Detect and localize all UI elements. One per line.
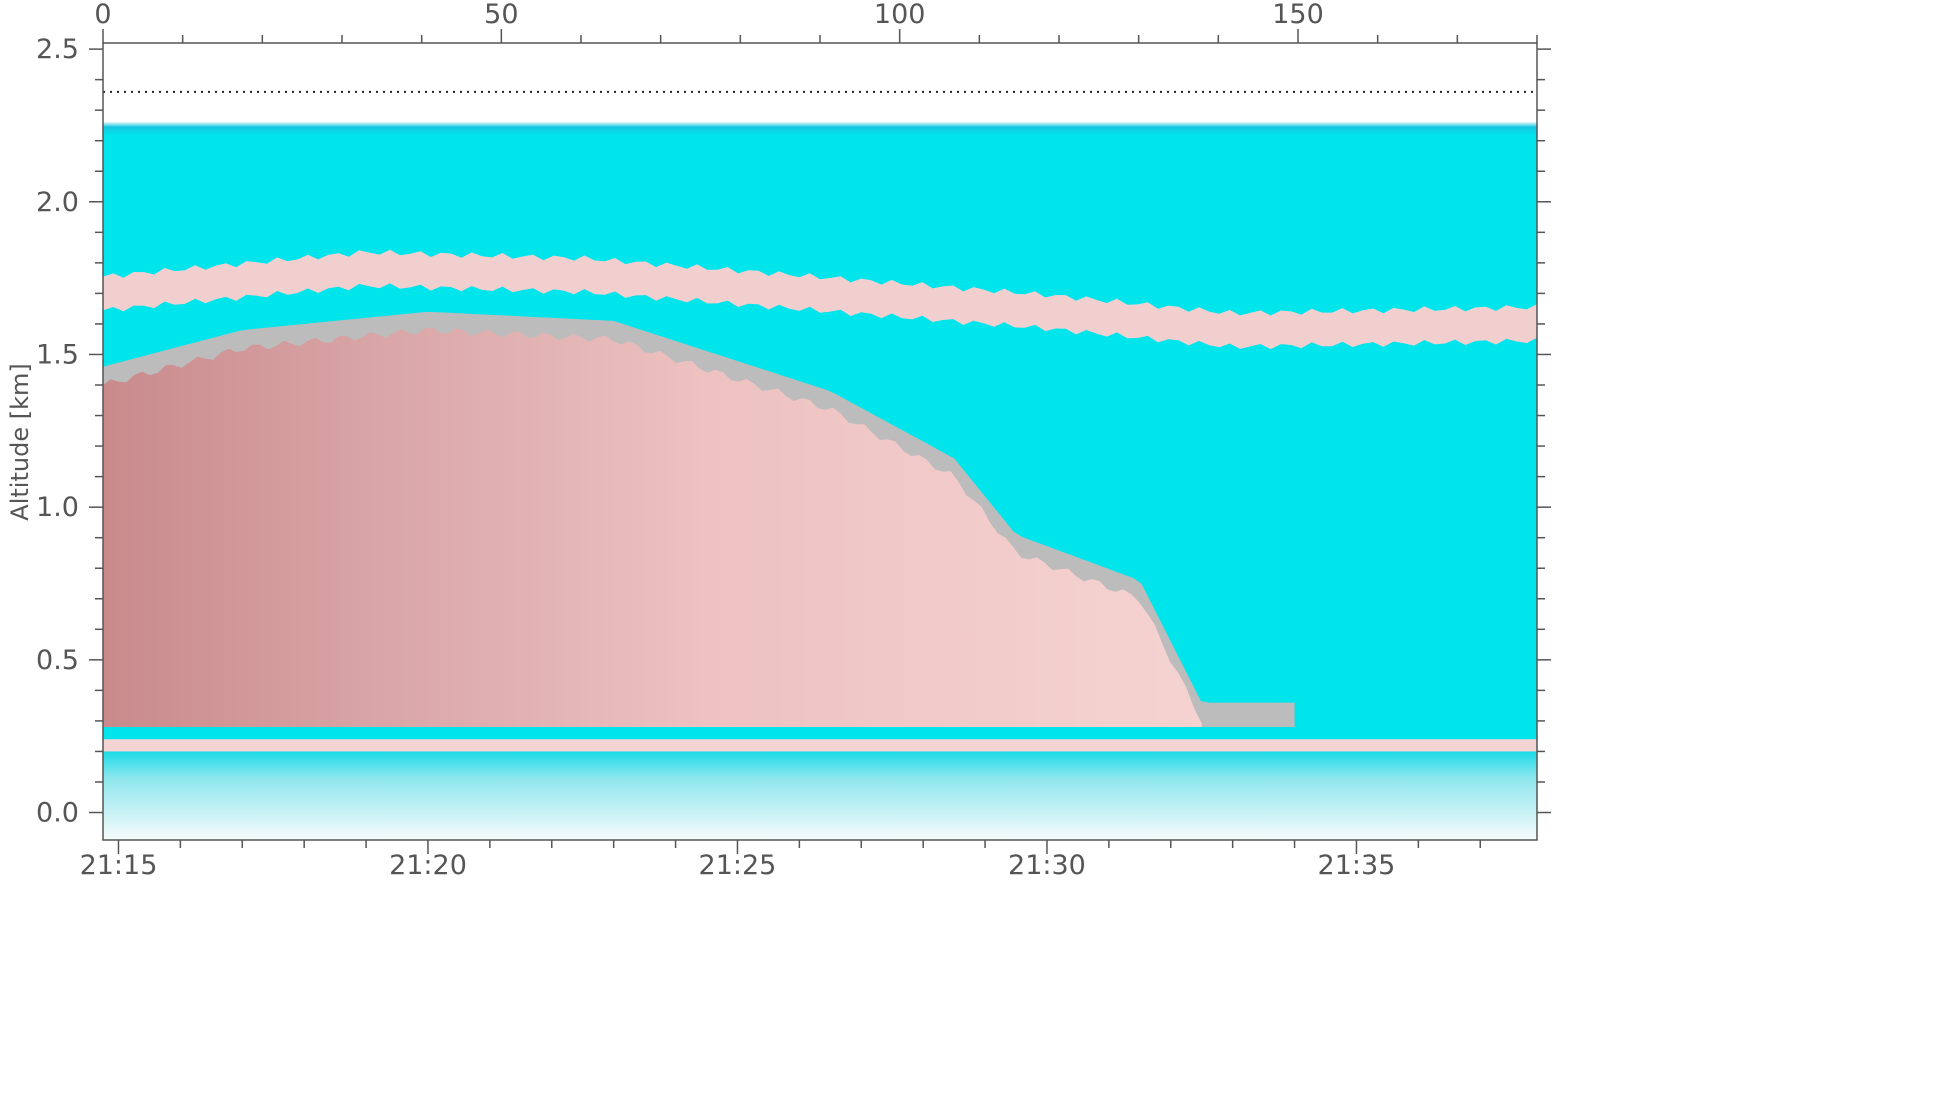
x-tick-label-top: 0 — [94, 0, 111, 30]
heatmap-layers — [103, 43, 1537, 840]
surface-noise-region — [103, 745, 1537, 840]
x-tick-label-top: 50 — [484, 0, 518, 30]
y-tick-label: 0.0 — [36, 798, 79, 829]
axis-tick-labels: 0.0 0.5 1.0 1.5 2.0 2.5 21:15 21:20 21:25 21:30 21… — [36, 0, 1395, 881]
x-tick-label-bottom: 21:25 — [699, 850, 777, 881]
upper-cloud-layer — [103, 249, 1537, 350]
y-tick-label: 2.0 — [36, 187, 79, 218]
y-tick-label: 2.5 — [36, 34, 79, 65]
axis-ticks — [89, 29, 1551, 854]
x-tick-label-top: 100 — [874, 0, 926, 30]
main-cloud-region — [103, 327, 1202, 727]
x-tick-label-bottom: 21:15 — [80, 850, 158, 881]
x-tick-label-bottom: 21:20 — [389, 850, 467, 881]
y-tick-label: 0.5 — [36, 645, 79, 676]
y-tick-label: 1.5 — [36, 339, 79, 370]
x-tick-label-bottom: 21:35 — [1318, 850, 1396, 881]
y-tick-label: 1.0 — [36, 492, 79, 523]
x-tick-label-top: 150 — [1272, 0, 1324, 30]
y-axis-label: Altitude [km] — [6, 363, 34, 520]
data-top-edge — [103, 121, 1537, 136]
x-tick-label-bottom: 21:30 — [1008, 850, 1086, 881]
surface-layer — [103, 739, 1537, 752]
